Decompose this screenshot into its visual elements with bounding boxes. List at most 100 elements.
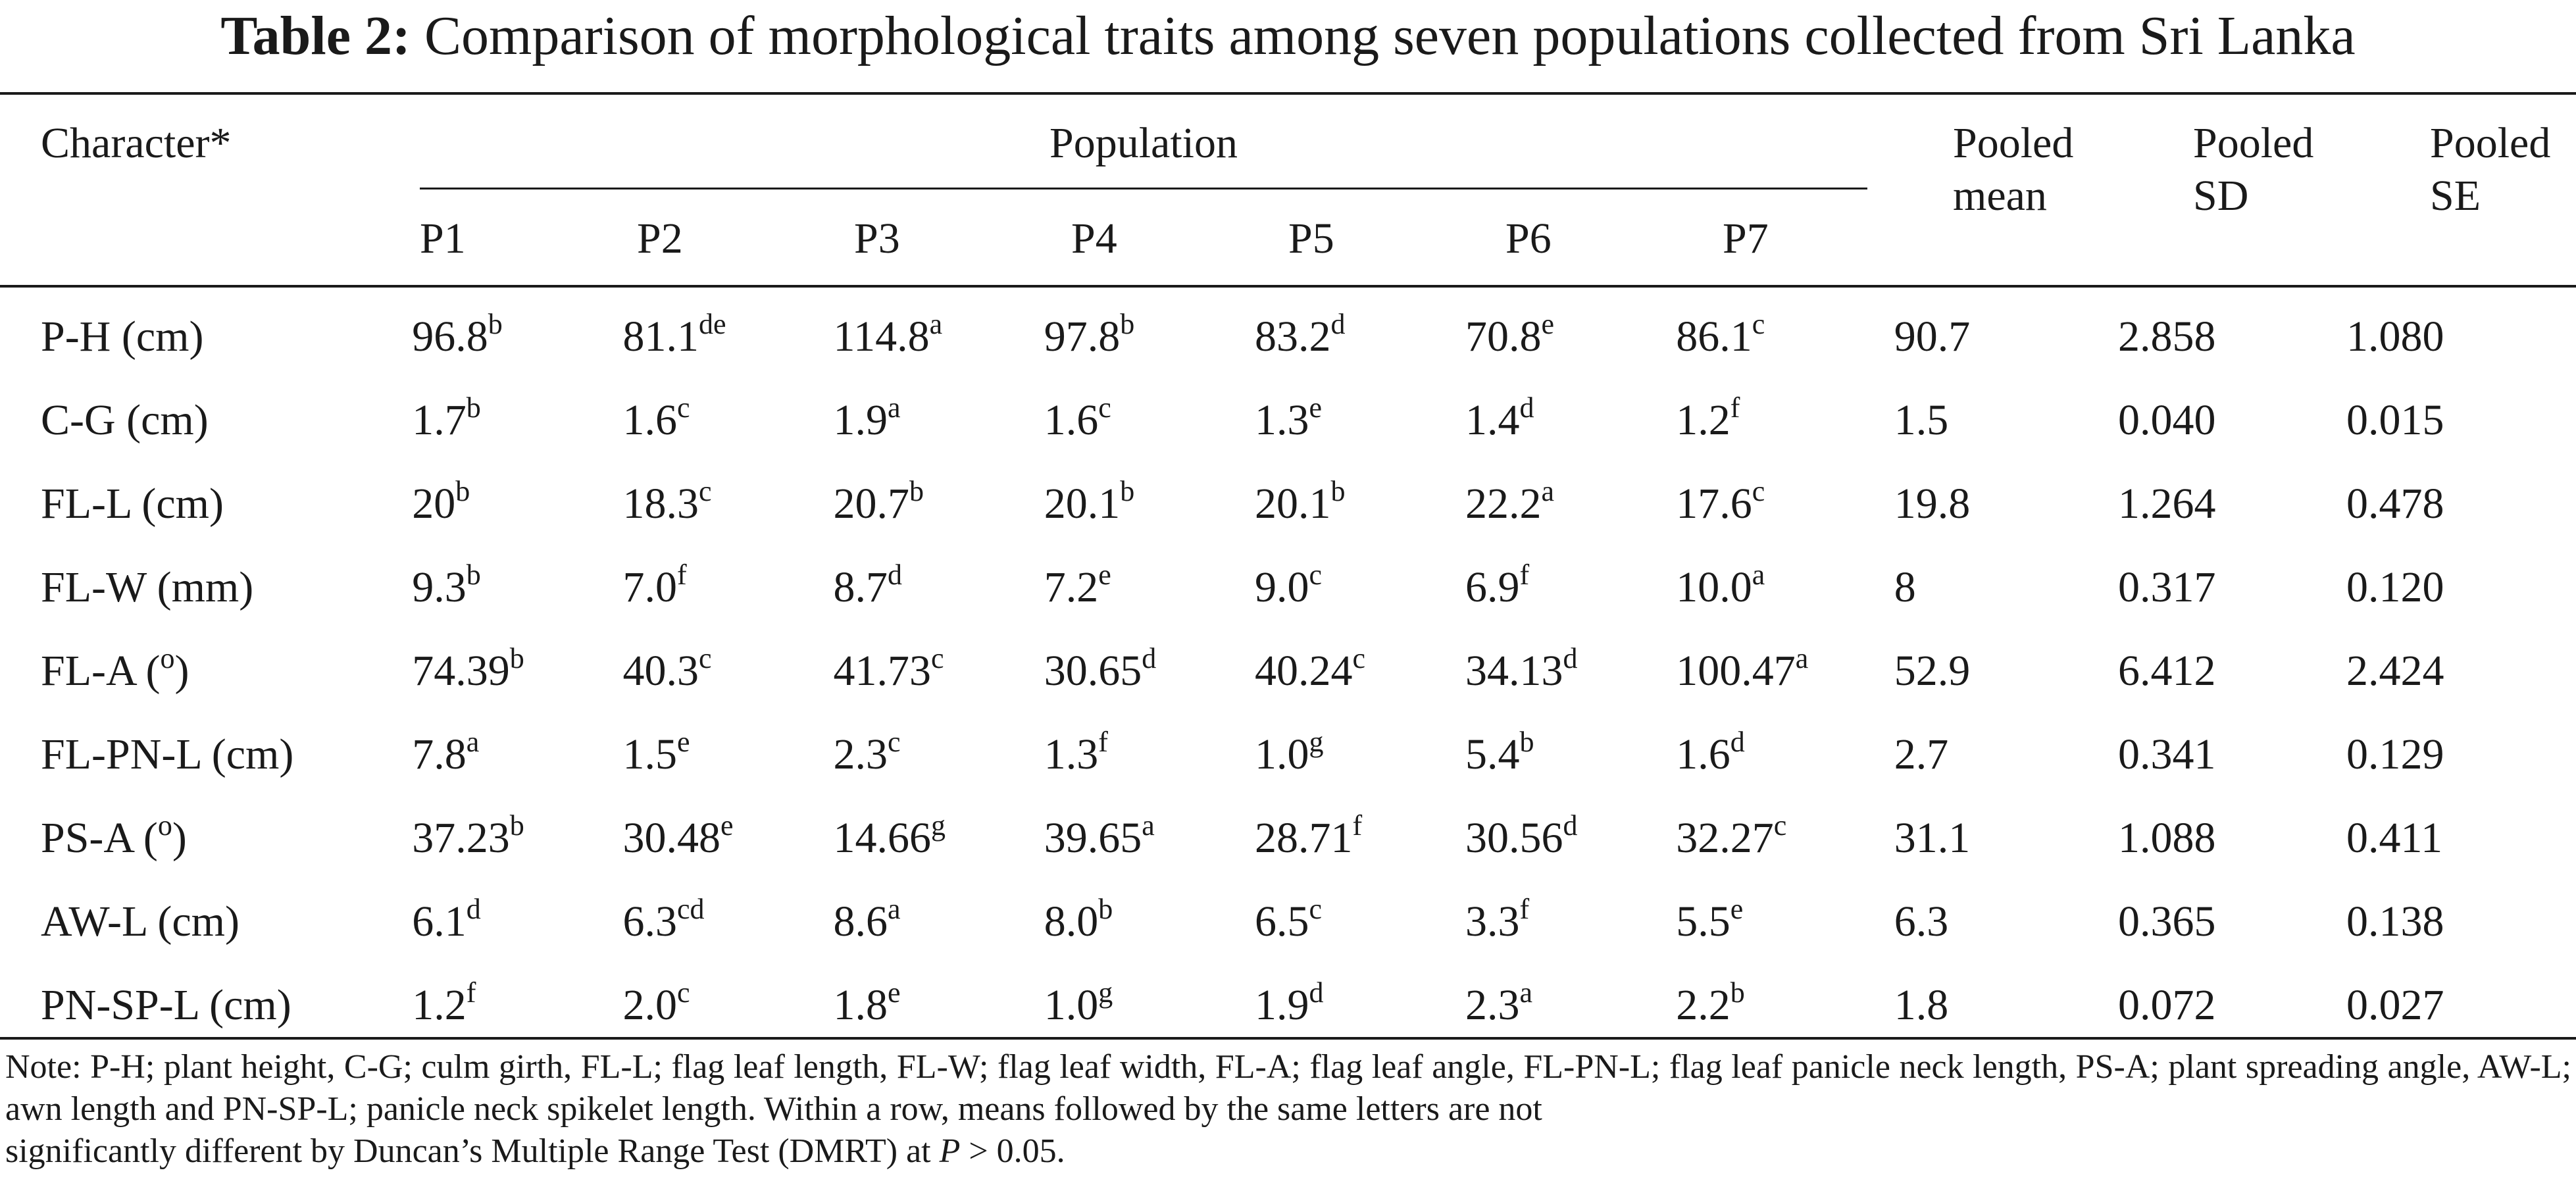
mean-value: 2.0 xyxy=(622,980,677,1029)
character-cell: FL-L (cm) xyxy=(0,462,412,545)
mean-value: 2.3 xyxy=(1465,980,1520,1029)
mean-value: 1.2 xyxy=(1676,395,1730,444)
pooled-se-cell: 0.120 xyxy=(2346,563,2444,611)
character-label: C-G (cm) xyxy=(41,395,209,444)
mean-value: 7.8 xyxy=(412,730,467,778)
header-p2: P2 xyxy=(637,215,683,263)
value-cell-p1: 37.23b xyxy=(412,796,622,880)
dmrt-letters: a xyxy=(1541,474,1555,507)
dmrt-letters: b xyxy=(909,474,924,507)
mean-value: 34.13 xyxy=(1465,646,1563,695)
value-cell-p3: 14.66g xyxy=(834,796,1044,880)
value-cell-p5: 6.5c xyxy=(1255,880,1465,963)
dmrt-letters: c xyxy=(698,474,712,507)
pooled-se-cell: 1.080 xyxy=(2346,312,2444,361)
value-cell-p4: 1.0g xyxy=(1044,963,1255,1047)
value-cell-p3: 1.9a xyxy=(834,378,1044,462)
value-cell-p7: 1.6d xyxy=(1676,713,1894,796)
pooled-mean-cell: 6.3 xyxy=(1894,897,1949,946)
mean-value: 6.3 xyxy=(622,897,677,946)
mean-value: 22.2 xyxy=(1465,479,1542,528)
dmrt-letters: f xyxy=(1519,892,1530,925)
mean-value: 5.4 xyxy=(1465,730,1520,778)
pooled-se-cell: 0.027 xyxy=(2346,980,2444,1029)
header-pooled-sd: Pooled SD xyxy=(2193,117,2313,222)
value-cell-p7: 32.27c xyxy=(1676,796,1894,880)
header-pooled-sd-line2: SD xyxy=(2193,172,2249,220)
character-cell: AW-L (cm) xyxy=(0,880,412,963)
value-cell-p1: 9.3b xyxy=(412,545,622,629)
dmrt-letters: d xyxy=(1730,725,1745,758)
value-cell-p1: 20b xyxy=(412,462,622,545)
value-cell-p6: 1.4d xyxy=(1465,378,1676,462)
character-cell: C-G (cm) xyxy=(0,378,412,462)
header-p7: P7 xyxy=(1723,215,1769,263)
mean-value: 1.9 xyxy=(1254,980,1309,1029)
mean-value: 81.1 xyxy=(622,312,699,361)
pooled-mean-cell: 31.1 xyxy=(1894,813,1971,862)
table-note: Note: P-H; plant height, C-G; culm girth… xyxy=(5,1046,2571,1173)
mean-value: 1.4 xyxy=(1465,395,1520,444)
value-cell-p2: 40.3c xyxy=(622,629,833,713)
mean-value: 37.23 xyxy=(412,813,510,862)
mean-value: 20.1 xyxy=(1254,479,1331,528)
data-table: P-H (cm) 96.8b 81.1de 114.8a 97.8b 83.2d 70.8e… xyxy=(0,295,2576,1047)
character-label: P-H (cm) xyxy=(41,312,204,361)
pooled-mean-cell: 1.8 xyxy=(1894,980,1949,1029)
mean-value: 2.2 xyxy=(1676,980,1730,1029)
pooled-sd-cell: 0.341 xyxy=(2118,730,2216,778)
mean-value: 28.71 xyxy=(1254,813,1353,862)
degree-mark: o xyxy=(160,642,175,674)
pooled-se-cell: 0.015 xyxy=(2346,395,2444,444)
value-cell-p2: 7.0f xyxy=(622,545,833,629)
dmrt-letters: e xyxy=(676,725,690,758)
value-cell-p4: 39.65a xyxy=(1044,796,1255,880)
value-cell-p4: 1.6c xyxy=(1044,378,1255,462)
value-cell-p6: 3.3f xyxy=(1465,880,1676,963)
value-cell-p1: 1.2f xyxy=(412,963,622,1047)
mean-value: 5.5 xyxy=(1676,897,1730,946)
value-cell-p6: 2.3a xyxy=(1465,963,1676,1047)
dmrt-letters: c xyxy=(1309,558,1322,591)
header-pooled-se-line2: SE xyxy=(2430,172,2481,220)
value-cell-p6: 34.13d xyxy=(1465,629,1676,713)
dmrt-letters: a xyxy=(1795,642,1809,674)
degree-mark: o xyxy=(157,809,172,842)
dmrt-letters: c xyxy=(1752,307,1765,340)
character-label: FL-L (cm) xyxy=(41,479,224,528)
dmrt-letters: b xyxy=(1730,976,1745,1009)
mean-value: 20.7 xyxy=(833,479,910,528)
dmrt-letters: a xyxy=(888,892,901,925)
bottom-rule xyxy=(0,1037,2576,1040)
header-p6: P6 xyxy=(1505,215,1552,263)
value-cell-p7: 1.2f xyxy=(1676,378,1894,462)
mean-value: 7.0 xyxy=(622,563,677,611)
pooled-mean-cell: 1.5 xyxy=(1894,395,1949,444)
mean-value: 40.3 xyxy=(622,646,699,695)
pooled-mean-cell: 19.8 xyxy=(1894,479,1971,528)
mean-value: 20 xyxy=(412,479,456,528)
value-cell-p5: 9.0c xyxy=(1255,545,1465,629)
header-character: Character* xyxy=(41,119,232,167)
dmrt-letters: c xyxy=(1752,474,1765,507)
value-cell-p4: 97.8b xyxy=(1044,295,1255,378)
table-row: FL-PN-L (cm) 7.8a 1.5e 2.3c 1.3f 1.0g 5.4b 1.6d… xyxy=(0,713,2576,796)
dmrt-letters: b xyxy=(1098,892,1113,925)
mean-value: 18.3 xyxy=(622,479,699,528)
table-row: FL-A (o) 74.39b 40.3c 41.73c 30.65d 40.24c 34.… xyxy=(0,629,2576,713)
mean-value: 30.56 xyxy=(1465,813,1563,862)
header-pooled-mean-line2: mean xyxy=(1953,172,2047,220)
character-cell: FL-A (o) xyxy=(0,629,412,713)
header-pooled-se: Pooled SE xyxy=(2430,117,2550,222)
dmrt-letters: de xyxy=(698,307,726,340)
mean-value: 1.6 xyxy=(1676,730,1730,778)
mean-value: 1.9 xyxy=(833,395,888,444)
table-row: PN-SP-L (cm) 1.2f 2.0c 1.8e 1.0g 1.9d 2.3a 2.2b… xyxy=(0,963,2576,1047)
pooled-mean-cell: 90.7 xyxy=(1894,312,1971,361)
value-cell-p6: 30.56d xyxy=(1465,796,1676,880)
note-last-after: > 0.05. xyxy=(969,1132,1065,1170)
value-cell-p3: 8.7d xyxy=(834,545,1044,629)
dmrt-letters: d xyxy=(1309,976,1324,1009)
mean-value: 1.0 xyxy=(1254,730,1309,778)
value-cell-p3: 114.8a xyxy=(834,295,1044,378)
